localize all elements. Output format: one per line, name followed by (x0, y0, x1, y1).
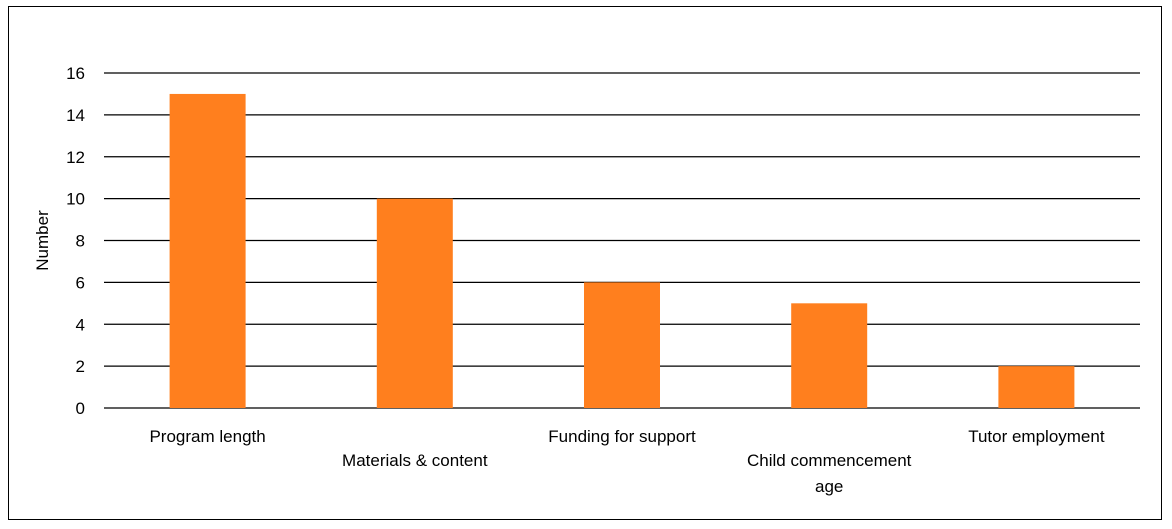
category-label: Funding for support (548, 427, 696, 446)
bar-4 (998, 366, 1075, 408)
bar-1 (376, 198, 453, 408)
category-label: Child commencement (747, 451, 912, 470)
y-tick-label: 8 (76, 232, 85, 251)
category-labels: Program length Materials & content Funding… (149, 427, 1104, 496)
y-tick-label: 4 (76, 315, 85, 334)
y-tick-label: 12 (66, 148, 85, 167)
y-tick-label: 10 (66, 190, 85, 209)
y-tick-label: 2 (76, 357, 85, 376)
bar-3 (791, 303, 868, 408)
category-label: Tutor employment (968, 427, 1105, 446)
y-tick-label: 16 (66, 64, 85, 83)
category-label: age (815, 477, 843, 496)
category-label: Program length (149, 427, 265, 446)
y-axis-title: Number (33, 210, 52, 271)
category-label: Materials & content (342, 451, 488, 470)
bar-2 (584, 282, 660, 408)
y-tick-labels: 0 2 4 6 8 10 12 14 16 (66, 64, 85, 418)
y-tick-label: 14 (66, 106, 85, 125)
y-tick-label: 6 (76, 273, 85, 292)
y-tick-label: 0 (76, 399, 85, 418)
gridlines (104, 72, 1140, 409)
bar-0 (169, 93, 246, 408)
bars (169, 93, 1075, 408)
